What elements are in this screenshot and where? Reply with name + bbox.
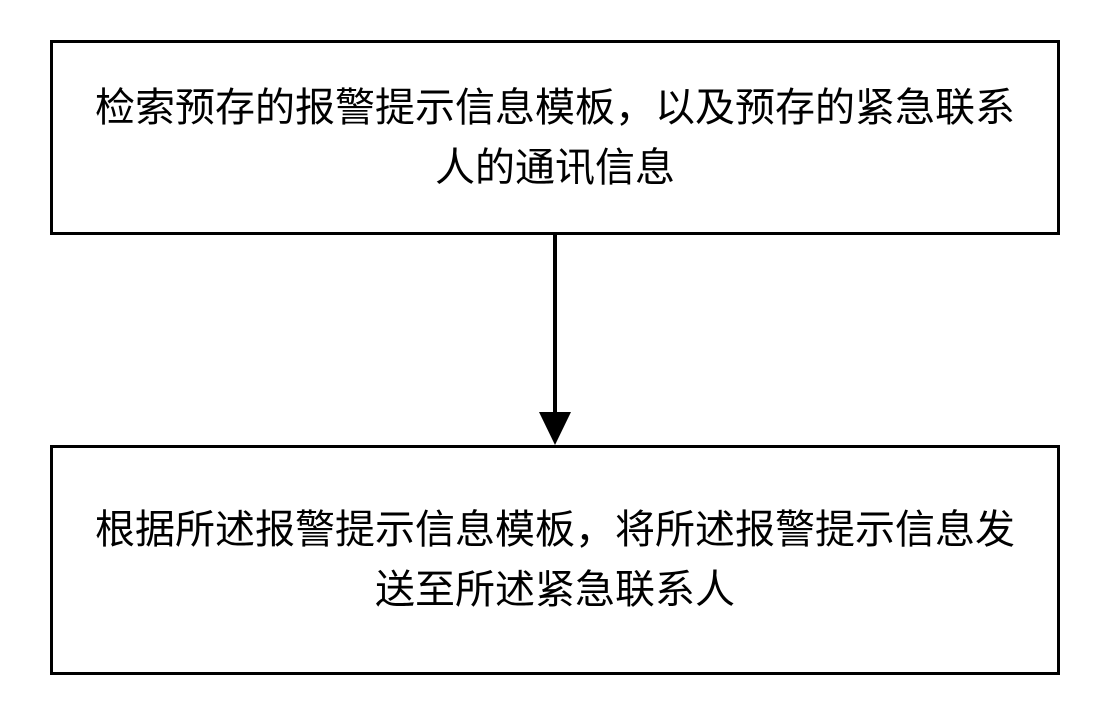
flowchart-arrow-head: [539, 412, 571, 445]
flowchart-node-2-text: 根据所述报警提示信息模板，将所述报警提示信息发送至所述紧急联系人: [83, 500, 1027, 620]
flowchart-container: 检索预存的报警提示信息模板，以及预存的紧急联系人的通讯信息 根据所述报警提示信息…: [0, 0, 1117, 728]
flowchart-arrow-line: [553, 235, 557, 415]
flowchart-node-1-text: 检索预存的报警提示信息模板，以及预存的紧急联系人的通讯信息: [83, 78, 1027, 198]
flowchart-node-2: 根据所述报警提示信息模板，将所述报警提示信息发送至所述紧急联系人: [50, 445, 1060, 675]
flowchart-node-1: 检索预存的报警提示信息模板，以及预存的紧急联系人的通讯信息: [50, 40, 1060, 235]
